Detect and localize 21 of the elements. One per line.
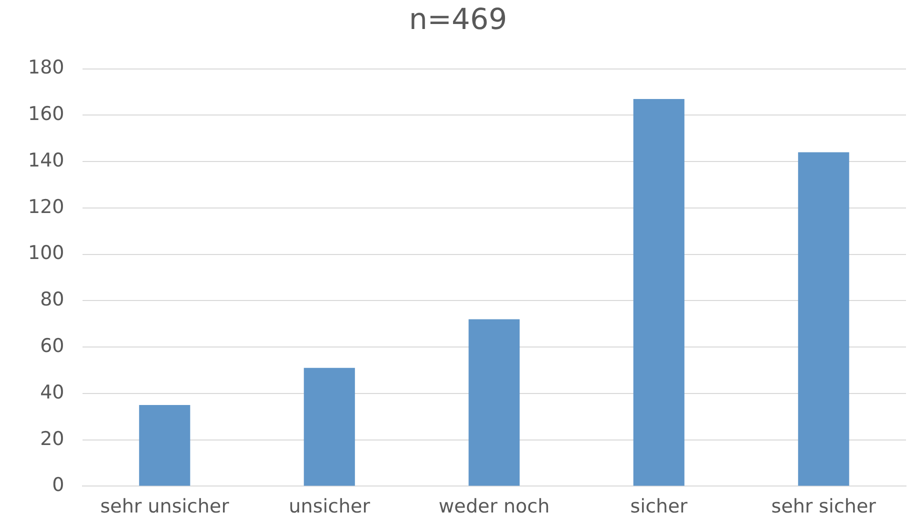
y-tick-label: 80 xyxy=(40,288,64,311)
y-tick-label: 180 xyxy=(28,56,64,79)
y-tick-label: 0 xyxy=(52,474,64,496)
bar xyxy=(798,152,850,486)
y-tick-label: 120 xyxy=(28,196,64,218)
y-tick-label: 140 xyxy=(28,149,64,172)
bar xyxy=(633,98,684,486)
bar xyxy=(304,368,355,486)
y-tick-label: 40 xyxy=(40,381,64,404)
bar xyxy=(468,319,520,486)
x-tick-label: weder noch xyxy=(438,496,550,518)
x-tick-label: unsicher xyxy=(288,496,370,518)
chart-title: n=469 xyxy=(408,2,508,36)
x-tick-label: sicher xyxy=(630,496,688,518)
x-tick-label: sehr unsicher xyxy=(100,496,230,518)
y-tick-label: 60 xyxy=(40,335,64,358)
y-tick-label: 160 xyxy=(28,103,64,126)
x-tick-label: sehr sicher xyxy=(771,496,876,518)
y-tick-label: 20 xyxy=(40,428,64,450)
bar xyxy=(139,405,190,486)
y-tick-label: 100 xyxy=(28,242,64,264)
